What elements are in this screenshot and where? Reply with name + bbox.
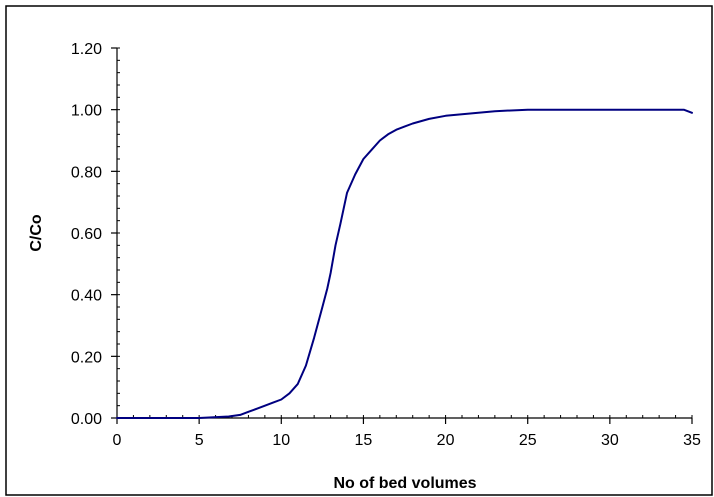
y-tick-label: 0.80	[71, 164, 102, 181]
y-tick-label: 0.60	[71, 226, 102, 243]
chart-border	[5, 5, 713, 496]
series-line	[116, 108, 693, 419]
y-tick-label: 0.00	[71, 411, 102, 428]
x-axis-title: No of bed volumes	[333, 475, 476, 492]
y-tick-label: 1.00	[71, 103, 102, 120]
tick-labels: 0.00 0.20 0.40 0.60 0.80 1.00 1.20 0 5 10 15 20 25 30…	[71, 41, 701, 449]
minor-ticks	[116, 47, 693, 419]
y-tick-label: 0.40	[71, 288, 102, 305]
x-tick-label: 20	[437, 432, 455, 449]
y-axis-title: C/Co	[28, 214, 45, 252]
x-tick-label: 35	[683, 432, 701, 449]
x-tick-label: 25	[519, 432, 537, 449]
x-tick-label: 15	[355, 432, 373, 449]
series-group	[116, 108, 693, 419]
x-tick-label: 0	[113, 432, 122, 449]
x-tick-label: 5	[195, 432, 204, 449]
major-ticks	[111, 47, 693, 424]
y-tick-label: 1.20	[71, 41, 102, 58]
x-tick-label: 10	[272, 432, 290, 449]
y-tick-label: 0.20	[71, 349, 102, 366]
x-tick-label: 30	[601, 432, 619, 449]
